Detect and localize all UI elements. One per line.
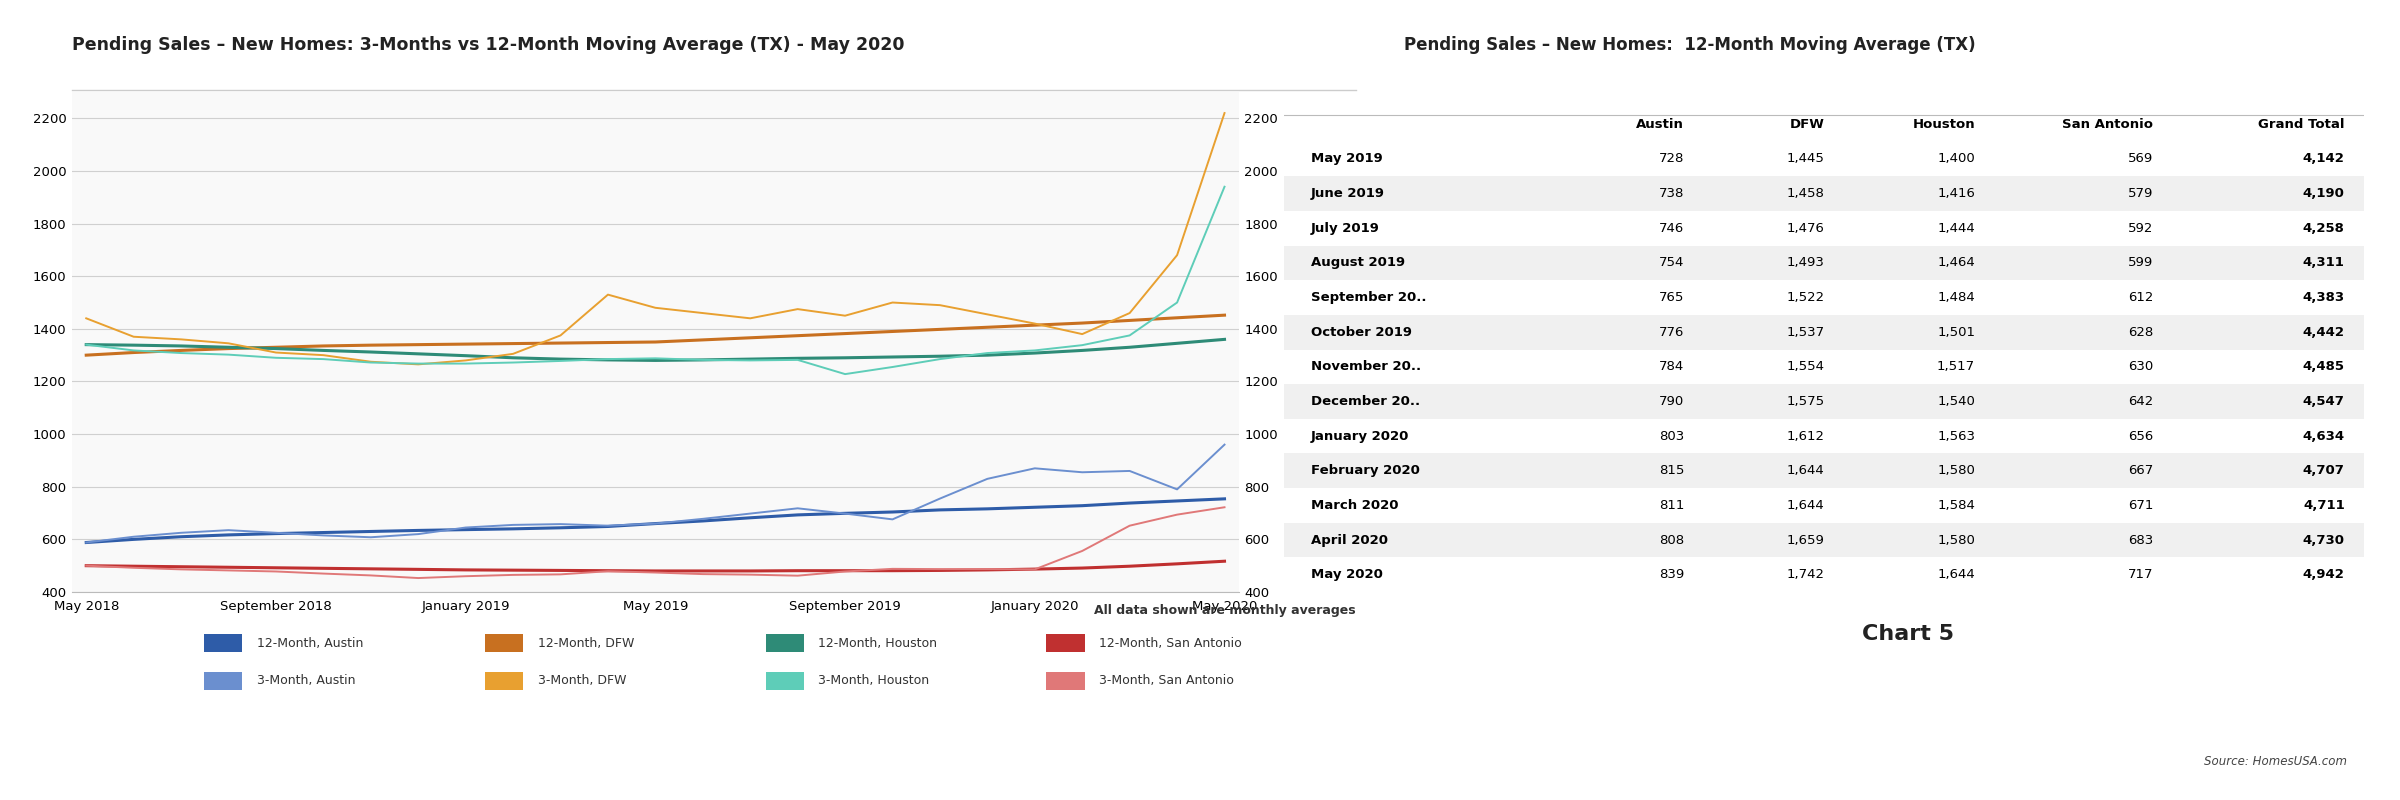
Text: Pending Sales – New Homes: 3-Months vs 12-Month Moving Average (TX) - May 2020: Pending Sales – New Homes: 3-Months vs 1… [72,36,905,54]
Text: Pending Sales – New Homes:  12-Month Moving Average (TX): Pending Sales – New Homes: 12-Month Movi… [1404,36,1975,54]
Text: 12-Month, Houston: 12-Month, Houston [818,637,938,650]
Text: Source: HomesUSA.com: Source: HomesUSA.com [2203,755,2347,768]
Text: 12-Month, Austin: 12-Month, Austin [257,637,362,650]
Text: All data shown are monthly averages: All data shown are monthly averages [1094,604,1356,617]
Text: Chart 5: Chart 5 [1862,624,1954,644]
Text: 3-Month, DFW: 3-Month, DFW [538,674,626,687]
Text: 3-Month, San Antonio: 3-Month, San Antonio [1099,674,1234,687]
Text: 12-Month, DFW: 12-Month, DFW [538,637,634,650]
Text: 12-Month, San Antonio: 12-Month, San Antonio [1099,637,1241,650]
Text: 3-Month, Houston: 3-Month, Houston [818,674,929,687]
Text: 3-Month, Austin: 3-Month, Austin [257,674,355,687]
